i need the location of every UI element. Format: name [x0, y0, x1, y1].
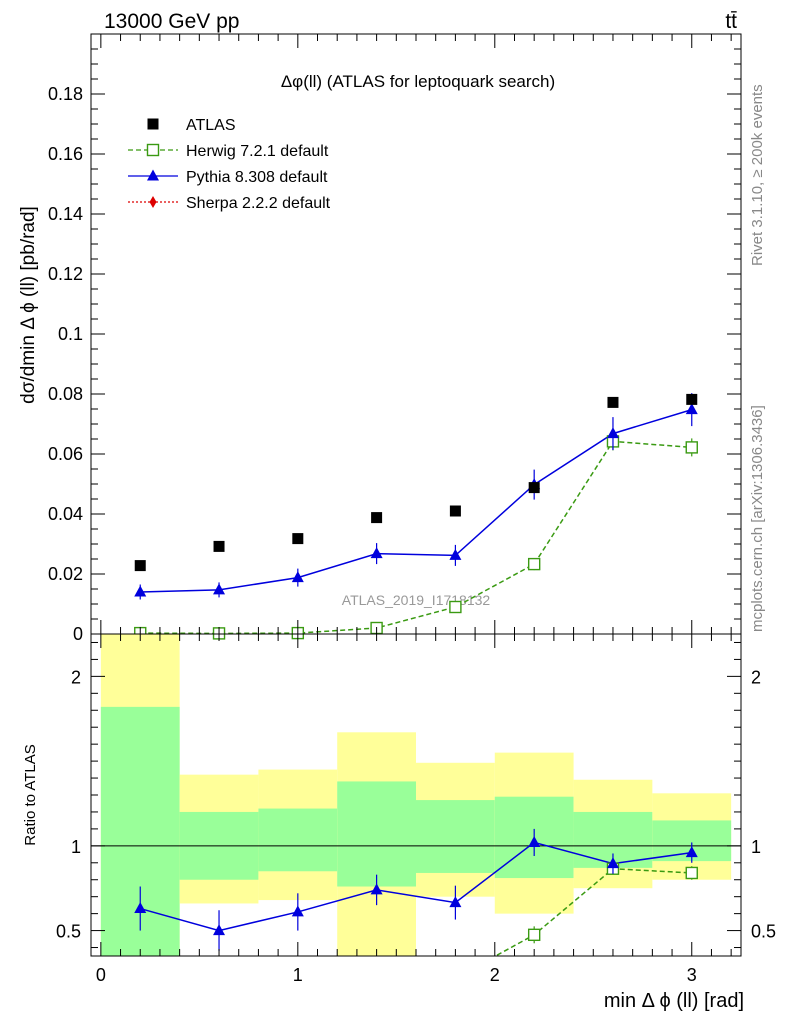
ratio-band-inner	[416, 800, 495, 873]
legend-marker	[146, 143, 160, 157]
y-tick-label: 0.04	[48, 504, 83, 524]
legend-entry: Pythia 8.308 default	[128, 169, 328, 186]
y-tick-label: 0.14	[48, 204, 83, 224]
ratio-pythia-point	[606, 857, 619, 869]
atlas-point	[371, 512, 383, 524]
pythia-point	[606, 427, 619, 439]
ratio-y-tick-label: 2	[71, 667, 81, 687]
x-axis-label: min Δ ϕ (ll) [rad]	[604, 990, 744, 1012]
y-tick-label: 0	[73, 624, 83, 644]
ratio-herwig-line	[494, 867, 692, 956]
herwig-line	[140, 440, 692, 635]
pythia-point	[370, 547, 383, 559]
pythia-point	[685, 403, 698, 415]
ratio-band-inner	[337, 781, 416, 887]
atlas-point	[528, 482, 540, 494]
atlas-point	[292, 533, 304, 545]
legend-entry: Sherpa 2.2.2 default	[128, 195, 331, 212]
header-left-label: 13000 GeV pp	[104, 10, 239, 33]
ratio-pythia-point	[370, 883, 383, 895]
x-tick-label: 2	[490, 965, 500, 985]
ratio-y-axis-label: Ratio to ATLAS	[22, 744, 39, 845]
main-y-axis-label: dσ/dmin Δ ϕ (ll) [pb/rad]	[18, 206, 39, 404]
y-tick-label: 0.1	[58, 324, 83, 344]
x-tick-label: 1	[293, 965, 303, 985]
ratio-pythia-point	[213, 924, 226, 936]
pythia-point	[213, 583, 226, 595]
pythia-line	[140, 408, 692, 593]
y-tick-label: 0.12	[48, 264, 83, 284]
atlas-point	[213, 540, 225, 552]
ratio-pythia-point	[685, 846, 698, 858]
main-axes-frame: 0 0.02 0.04 0.06 0.08 0.1 0.12 0.14 0.16 0.18	[48, 33, 742, 644]
herwig-point	[685, 441, 698, 454]
ratio-y-tick-label: 1	[71, 837, 81, 857]
legend-label: ATLAS	[186, 117, 236, 134]
legend-marker	[147, 118, 159, 130]
legend-label: Herwig 7.2.1 default	[186, 143, 329, 160]
ratio-y-tick-label-right: 1	[751, 837, 761, 857]
pythia-point	[134, 585, 147, 597]
x-tick-label: 0	[96, 965, 106, 985]
ratio-herwig-point	[527, 928, 541, 942]
ratio-clipped-series	[134, 828, 698, 956]
y-tick-label: 0.02	[48, 564, 83, 584]
y-tick-label: 0.06	[48, 444, 83, 464]
ratio-y-tick-label-right: 2	[751, 667, 761, 687]
atlas-point	[449, 505, 461, 517]
legend-marker	[149, 196, 157, 208]
legend-label: Pythia 8.308 default	[186, 169, 328, 186]
ratio-herwig-point	[685, 866, 698, 880]
y-tick-label: 0.16	[48, 144, 83, 164]
rivet-label: Rivet 3.1.10, ≥ 200k events	[749, 84, 766, 266]
herwig-point	[527, 557, 541, 571]
legend-marker	[147, 169, 159, 181]
legend-entry: Herwig 7.2.1 default	[128, 143, 329, 160]
pythia-point	[449, 548, 462, 560]
pythia-point	[291, 571, 304, 583]
herwig-point	[449, 600, 462, 614]
atlas-point	[607, 396, 619, 408]
ratio-pythia-point	[291, 905, 304, 917]
x-tick-label: 3	[687, 965, 697, 985]
ratio-pythia-point	[134, 902, 147, 914]
ratio-series-layer	[134, 828, 698, 956]
ratio-y-tick-label-right: 0.5	[751, 922, 776, 942]
ratio-band-inner	[258, 808, 338, 872]
legend: ATLAS Herwig 7.2.1 default Pythia 8.308 de…	[128, 117, 331, 212]
ratio-y-tick-label: 0.5	[56, 922, 81, 942]
main-title: Δφ(ll) (ATLAS for leptoquark search)	[281, 72, 555, 91]
atlas-point	[134, 560, 146, 572]
atlas-point	[686, 393, 698, 405]
legend-label: Sherpa 2.2.2 default	[186, 195, 331, 212]
ratio-axes-frame: 0 1 2 3 0.5 0.5 1 1 2 2	[56, 633, 776, 985]
ratio-uncertainty-bands	[91, 634, 741, 956]
header-right-label: tt̄	[725, 10, 737, 33]
ratio-pythia-point	[528, 835, 541, 847]
legend-entry: ATLAS	[147, 117, 236, 134]
y-tick-label: 0.08	[48, 384, 83, 404]
ratio-pythia-point	[449, 896, 462, 908]
mcplots-label: mcplots.cern.ch [arXiv:1306.3436]	[749, 405, 766, 632]
ratio-pythia-line	[140, 841, 692, 932]
y-tick-label: 0.18	[48, 84, 83, 104]
